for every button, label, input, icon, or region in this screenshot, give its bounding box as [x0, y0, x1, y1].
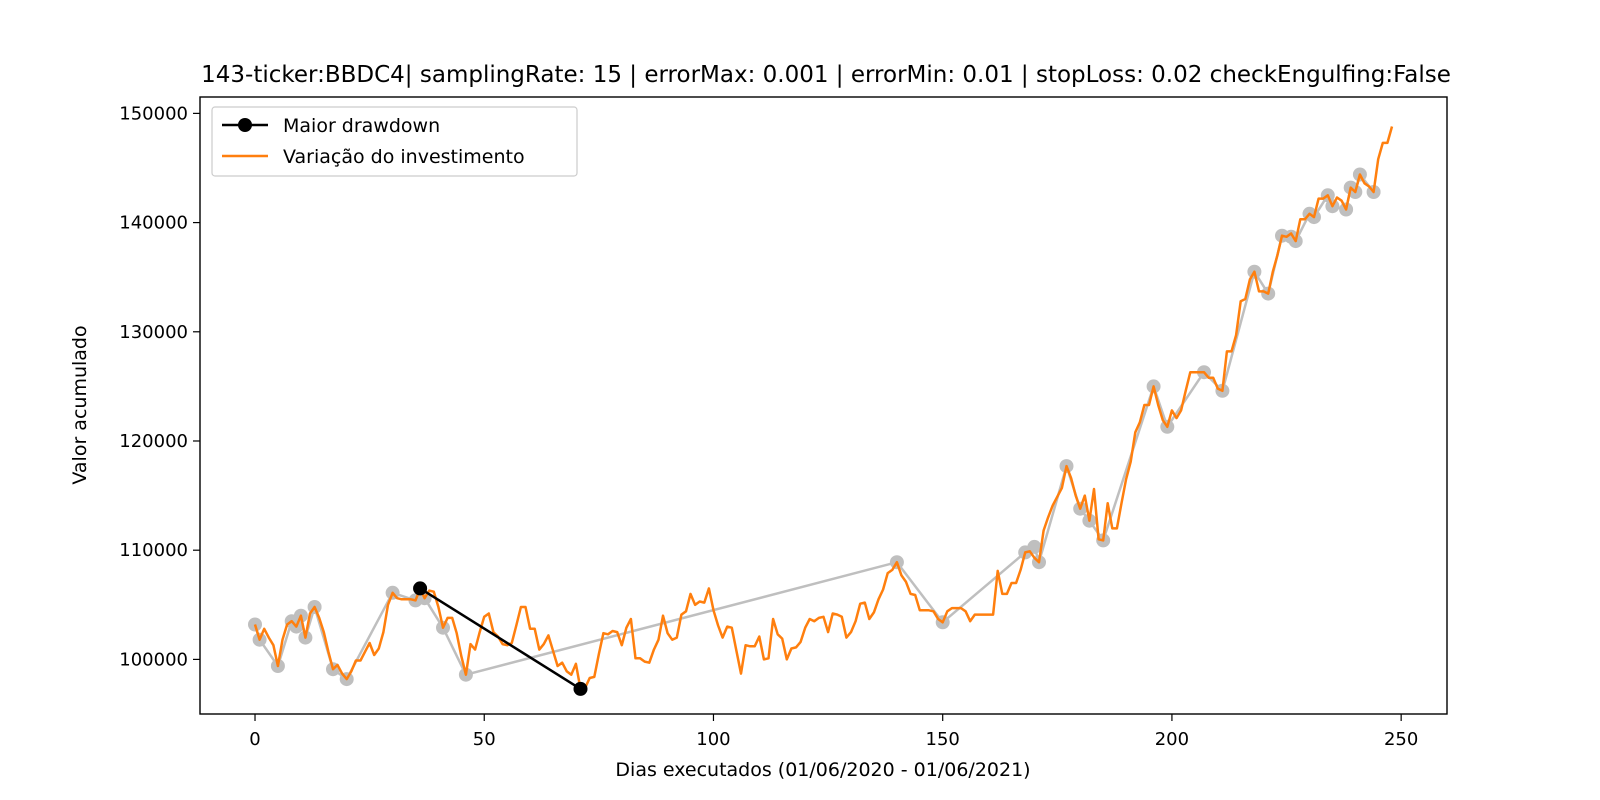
x-tick-label: 0 — [249, 729, 260, 750]
legend: Maior drawdown Variação do investimento — [211, 106, 578, 177]
drawdown-point — [573, 681, 588, 696]
y-tick-label: 130000 — [119, 322, 188, 343]
chart-title: 143-ticker:BBDC4| samplingRate: 15 | err… — [201, 62, 1451, 88]
x-axis-label: Dias executados (01/06/2020 - 01/06/2021… — [615, 759, 1030, 781]
y-axis-label: Valor acumulado — [69, 325, 91, 484]
drawdown-point — [413, 581, 428, 596]
x-tick-label: 50 — [473, 729, 496, 750]
legend-drawdown-marker — [238, 118, 252, 132]
y-axis-ticks: 100000 110000 120000 130000 140000 150000 — [119, 103, 200, 670]
pivot-layer — [248, 167, 1381, 687]
legend-box — [211, 106, 578, 177]
investment-layer — [253, 126, 1394, 691]
plot-area — [248, 126, 1394, 696]
x-tick-label: 150 — [926, 729, 960, 750]
y-tick-label: 110000 — [119, 540, 188, 561]
x-tick-label: 200 — [1155, 729, 1189, 750]
legend-investment-label: Variação do investimento — [283, 146, 525, 168]
drawdown-line — [419, 587, 582, 690]
x-tick-label: 100 — [696, 729, 730, 750]
plot-frame — [199, 96, 1448, 715]
x-tick-label: 250 — [1384, 729, 1418, 750]
legend-drawdown-label: Maior drawdown — [283, 115, 440, 137]
drawdown-layer — [413, 581, 588, 696]
investment-line — [253, 126, 1394, 691]
y-tick-label: 120000 — [119, 431, 188, 452]
y-tick-label: 100000 — [119, 649, 188, 670]
x-axis-ticks: 0 50 100 150 200 250 — [249, 714, 1418, 750]
y-tick-label: 150000 — [119, 103, 188, 124]
pivot-point — [1027, 539, 1042, 554]
y-tick-label: 140000 — [119, 213, 188, 234]
